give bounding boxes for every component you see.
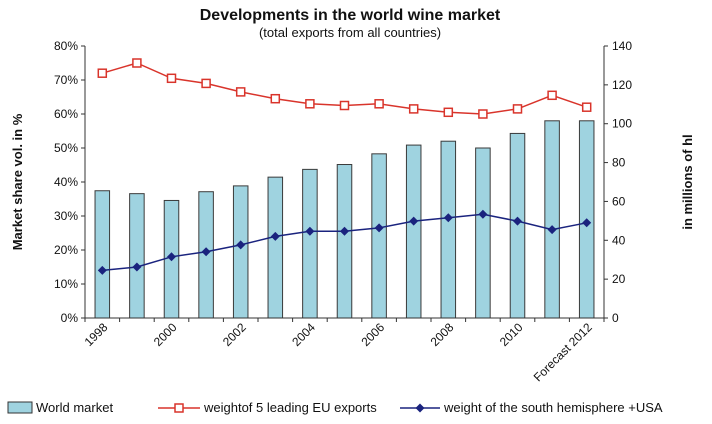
point-eu <box>581 102 592 112</box>
point-eu <box>235 87 246 97</box>
x-tick-label: 2000 <box>151 320 180 349</box>
x-tick-label: 1998 <box>82 320 111 349</box>
point-eu <box>478 109 488 119</box>
point-eu <box>201 78 211 89</box>
bar-world-market <box>129 193 145 319</box>
y-left-tick-label: 10% <box>54 277 78 291</box>
y-left-tick-label: 40% <box>54 175 78 189</box>
point-eu <box>270 93 281 104</box>
chart-subtitle: (total exports from all countries) <box>259 25 441 40</box>
y-right-tick-label: 0 <box>612 311 619 325</box>
point-eu <box>166 73 177 84</box>
point-south <box>236 240 246 250</box>
point-south <box>132 262 142 272</box>
y-left-tick-label: 20% <box>54 243 78 257</box>
legend-marker-south <box>415 403 425 413</box>
bar-world-market <box>440 140 457 319</box>
bar-world-market <box>405 144 422 319</box>
y-left-tick-label: 70% <box>54 73 78 87</box>
legend-label-eu: weightof 5 leading EU exports <box>203 400 377 415</box>
chart-title: Developments in the world wine market <box>200 7 501 24</box>
point-south <box>201 247 211 257</box>
point-eu <box>443 107 454 118</box>
legend-swatch-world-market <box>7 401 33 414</box>
point-south <box>547 225 557 235</box>
point-eu <box>97 68 108 78</box>
x-tick-label: 2010 <box>497 320 526 349</box>
y-left-tick-label: 0% <box>61 311 79 325</box>
legend-label-south: weight of the south hemisphere +USA <box>443 400 663 415</box>
y-right-tick-label: 100 <box>612 117 632 131</box>
point-south <box>167 252 176 262</box>
point-south <box>305 226 315 236</box>
y-right-tick-label: 120 <box>612 78 632 92</box>
y-right-tick-label: 60 <box>612 194 626 208</box>
point-south <box>582 218 592 228</box>
y-axis-right-label: in millions of hl <box>680 134 695 229</box>
bar-world-market <box>94 190 111 319</box>
bar-world-market <box>544 120 560 319</box>
point-eu <box>339 100 350 111</box>
point-south <box>340 226 349 236</box>
y-left-tick-label: 60% <box>54 107 78 121</box>
bar-world-market <box>267 176 284 319</box>
y-left-tick-label: 80% <box>54 39 78 53</box>
bar-world-market <box>475 147 491 319</box>
x-tick-label: 2002 <box>220 320 249 349</box>
bar-world-market <box>371 153 387 319</box>
point-eu <box>408 104 419 114</box>
x-tick-label: 2008 <box>428 320 457 349</box>
x-tick-label: 2006 <box>358 320 387 349</box>
x-tick-label: Forecast 2012 <box>531 320 595 384</box>
y-right-tick-label: 80 <box>612 156 626 170</box>
y-left-tick-label: 50% <box>54 141 78 155</box>
y-right-tick-label: 40 <box>612 233 626 247</box>
legend: World market weightof 5 leading EU expor… <box>7 400 663 415</box>
bar-world-market <box>302 168 318 319</box>
x-tick-label: 2004 <box>289 320 318 349</box>
point-eu <box>547 90 557 101</box>
lines-group <box>97 58 592 275</box>
bar-world-market <box>232 185 249 319</box>
point-south <box>374 223 384 233</box>
point-eu <box>132 58 142 68</box>
point-south <box>513 216 522 226</box>
point-south <box>270 231 280 241</box>
y-right-tick-label: 20 <box>612 272 626 286</box>
point-south <box>409 216 419 226</box>
point-eu <box>512 104 523 114</box>
y-left-tick-label: 30% <box>54 209 78 223</box>
legend-label-world-market: World market <box>36 400 113 415</box>
point-south <box>478 209 488 219</box>
point-south <box>97 265 107 275</box>
y-right-tick-label: 140 <box>612 39 632 53</box>
point-south <box>443 213 453 223</box>
point-eu <box>305 99 315 109</box>
point-eu <box>374 99 384 109</box>
bar-world-market <box>336 164 353 319</box>
legend-marker-eu <box>174 403 184 413</box>
bar-world-market <box>509 132 526 319</box>
y-axis-left-label: Market share vol. in % <box>10 113 25 250</box>
